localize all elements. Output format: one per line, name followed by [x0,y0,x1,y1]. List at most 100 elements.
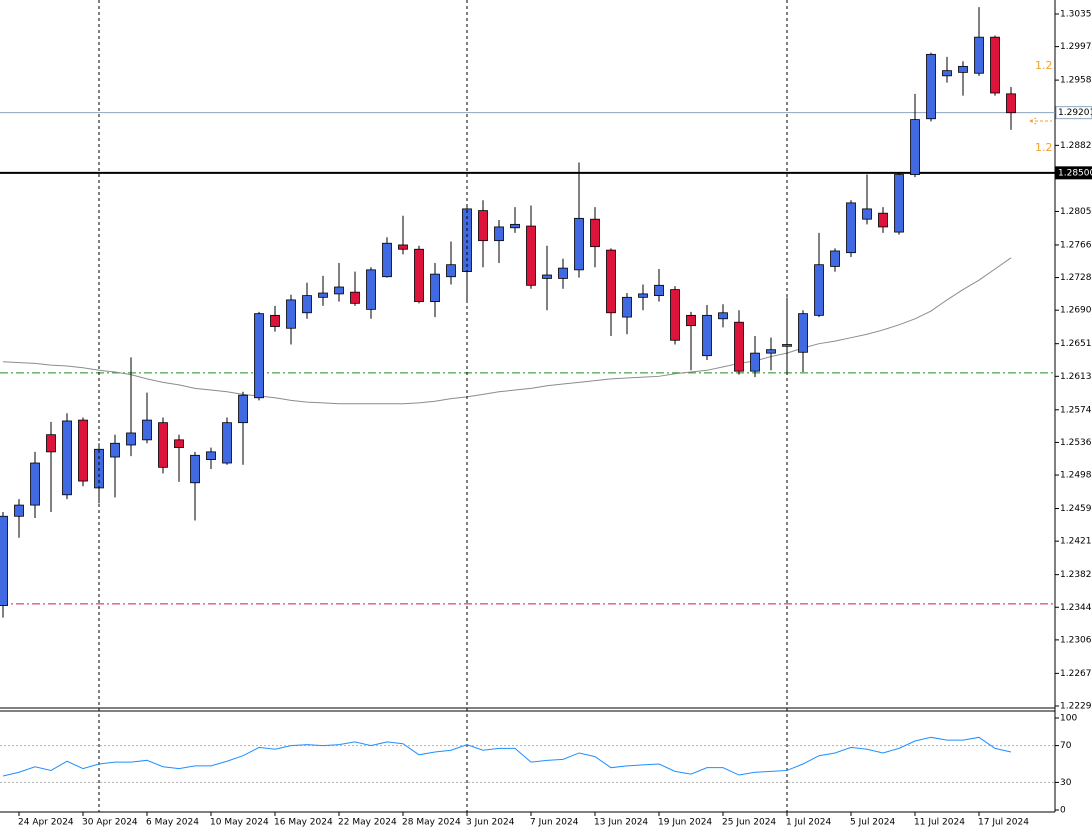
candle-body [126,432,136,446]
x-tick-label: 19 Jun 2024 [658,818,712,828]
price-level-label: 1.29201 [1058,108,1092,118]
candle-body [638,293,648,298]
x-tick-label: 10 May 2024 [210,818,269,828]
candle-body [958,65,968,73]
candle-body [286,299,296,329]
candle-body [990,36,1000,94]
y-tick-label: 1.27660 [1060,240,1092,250]
candle-body [174,439,184,448]
candle-body [510,223,520,229]
candle-body [526,225,536,286]
candle-body [862,208,872,220]
y-tick-label: 1.26900 [1060,306,1092,316]
candle-body [14,504,24,517]
candle-body [846,202,856,254]
y-tick-label: 1.25360 [1060,438,1092,448]
x-tick-label: 24 Apr 2024 [18,818,74,828]
candle-body [1006,93,1016,114]
y-tick-label: 1.24980 [1060,471,1092,481]
y-tick-label: 1.26130 [1060,372,1092,382]
candle-body [222,422,232,464]
candle-body [334,286,344,295]
candle-body [30,462,40,506]
candle-body [206,451,216,460]
y-tick-label: 1.23440 [1060,603,1092,613]
candle-body [910,119,920,175]
candle-body [142,419,152,441]
plot-area: 1.2 1.2 [0,7,1055,618]
candle-body [190,454,200,484]
candle-body [686,314,696,327]
y-tick-label: 1.24210 [1060,537,1092,547]
candle-body [414,248,424,303]
rsi-tick-label: 100 [1060,714,1077,724]
x-tick-label: 1 Jul 2024 [786,818,831,828]
candle-body [382,242,392,278]
moving-average [2,257,1012,405]
y-tick-label: 1.28820 [1060,141,1092,151]
candle-body [78,419,88,482]
candle-body [0,515,8,606]
x-tick-label: 30 Apr 2024 [82,818,138,828]
candle-body [254,313,264,399]
candle-body [302,295,312,314]
candle-body [62,420,72,496]
x-tick-label: 7 Jun 2024 [530,818,579,828]
candle-body [942,70,952,77]
x-tick-label: 13 Jun 2024 [594,818,648,828]
y-tick-label: 1.25740 [1060,405,1092,415]
candle-body [974,36,984,74]
candle-body [446,264,456,278]
candle-body [542,274,552,279]
candle-body [734,321,744,372]
candle-body [750,352,760,372]
candle-body [158,422,168,468]
candle-body [654,284,664,297]
candle-body [894,174,904,233]
x-tick-label: 3 Jun 2024 [466,818,515,828]
rsi-tick-label: 30 [1060,778,1072,788]
candle-body [718,312,728,320]
candle-body [398,244,408,250]
price-annotation: 1.2 [1035,59,1053,72]
y-tick-label: 1.27280 [1060,273,1092,283]
price-level-box [1055,166,1092,180]
rsi-line [2,736,1012,777]
price-level-label: 1.28500 [1058,168,1092,178]
candle-body [366,269,376,310]
candle-body [878,212,888,228]
candle-body [622,296,632,318]
candle-body [270,314,280,327]
candle-body [798,313,808,353]
x-tick-label: 22 May 2024 [338,818,397,828]
candle-body [590,218,600,248]
y-tick-label: 1.29970 [1060,42,1092,52]
candle-body [814,264,824,316]
candle-body [238,394,248,424]
rsi-tick-label: 0 [1060,806,1066,816]
price-annotation: 1.2 [1035,141,1053,154]
x-tick-label: 11 Jul 2024 [914,818,965,828]
price-arrow [1029,117,1052,125]
candle-body [606,249,616,314]
candle-body [46,434,56,453]
x-tick-label: 16 May 2024 [274,818,333,828]
candle-body [478,210,488,242]
y-tick-label: 1.30350 [1060,10,1092,20]
candle-body [318,292,328,298]
price-level-box [1055,106,1092,120]
x-tick-label: 28 May 2024 [402,818,461,828]
y-tick-label: 1.23820 [1060,570,1092,580]
y-tick-label: 1.22290 [1060,702,1092,712]
y-tick-label: 1.24590 [1060,504,1092,514]
candle-body [350,291,360,304]
x-tick-label: 6 May 2024 [146,818,199,828]
candle-body [574,217,584,271]
y-tick-label: 1.23060 [1060,635,1092,645]
rsi-tick-label: 70 [1060,741,1072,751]
y-tick-label: 1.22670 [1060,669,1092,679]
y-tick-label: 1.29580 [1060,76,1092,86]
x-tick-label: 5 Jul 2024 [850,818,895,828]
